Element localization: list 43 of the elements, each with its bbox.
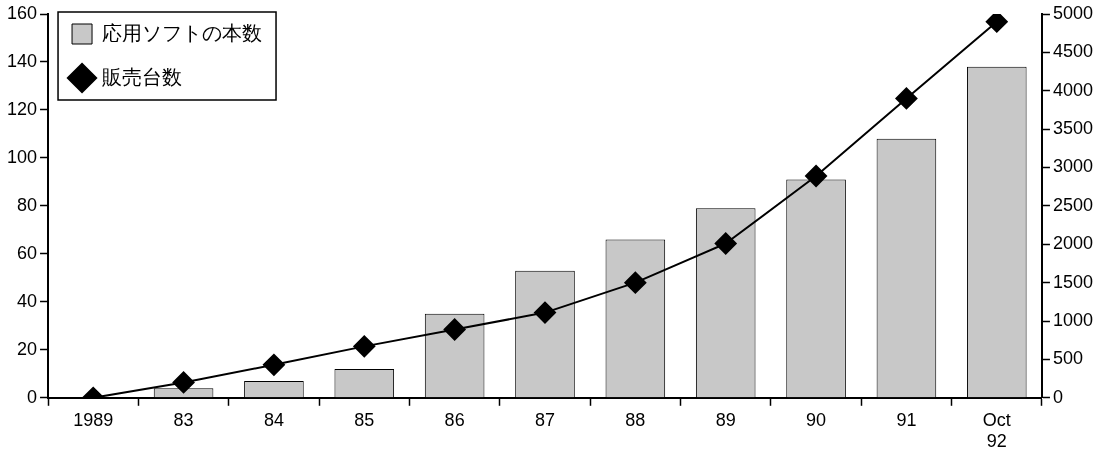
point xyxy=(353,335,376,358)
point xyxy=(262,353,285,376)
x-tick-label: 89 xyxy=(715,409,736,430)
point xyxy=(805,164,828,187)
point xyxy=(443,318,466,341)
point xyxy=(714,232,737,255)
point xyxy=(172,371,195,394)
y2-tick-label: 4500 xyxy=(1052,41,1093,62)
y-tick-label: 100 xyxy=(6,146,38,167)
y2-tick-label: 5000 xyxy=(1052,2,1093,23)
x-tick-label: 90 xyxy=(806,409,827,430)
y2-tick-label: 0 xyxy=(1052,386,1063,407)
legend-label: 応用ソフトの本数 xyxy=(102,21,263,44)
y-tick-label: 80 xyxy=(17,194,38,215)
x-tick-label: 1989 xyxy=(73,409,114,430)
y-tick-label: 40 xyxy=(17,290,38,311)
x-tick-label: 83 xyxy=(173,409,194,430)
y2-tick-label: 500 xyxy=(1052,348,1083,369)
legend-label: 販売台数 xyxy=(102,65,183,88)
x-tick-label: 88 xyxy=(625,409,646,430)
y2-tick-label: 3000 xyxy=(1052,156,1093,177)
y-tick-label: 20 xyxy=(17,338,38,359)
y2-tick-label: 1000 xyxy=(1052,310,1093,331)
y2-tick-label: 3500 xyxy=(1052,118,1093,139)
y-tick-label: 140 xyxy=(6,50,38,71)
y2-tick-label: 1500 xyxy=(1052,271,1093,292)
y2-tick-label: 2500 xyxy=(1052,194,1093,215)
x-tick-label: 85 xyxy=(354,409,375,430)
y-tick-label: 160 xyxy=(6,2,38,23)
point xyxy=(624,271,647,294)
point xyxy=(534,301,556,324)
y-tick-label: 60 xyxy=(17,242,38,263)
y2-tick-label: 4000 xyxy=(1052,79,1093,100)
y-tick-label: 120 xyxy=(6,98,38,119)
y2-tick-label: 2000 xyxy=(1052,233,1093,254)
x-tick-label: Oct 92 xyxy=(982,409,1011,452)
x-tick-label: 91 xyxy=(896,409,917,430)
x-tick-label: 87 xyxy=(534,409,556,430)
point xyxy=(895,87,918,110)
point xyxy=(985,14,1008,33)
x-tick-label: 84 xyxy=(263,409,284,430)
y-tick-label: 0 xyxy=(27,386,38,407)
x-tick-label: 86 xyxy=(444,409,465,430)
